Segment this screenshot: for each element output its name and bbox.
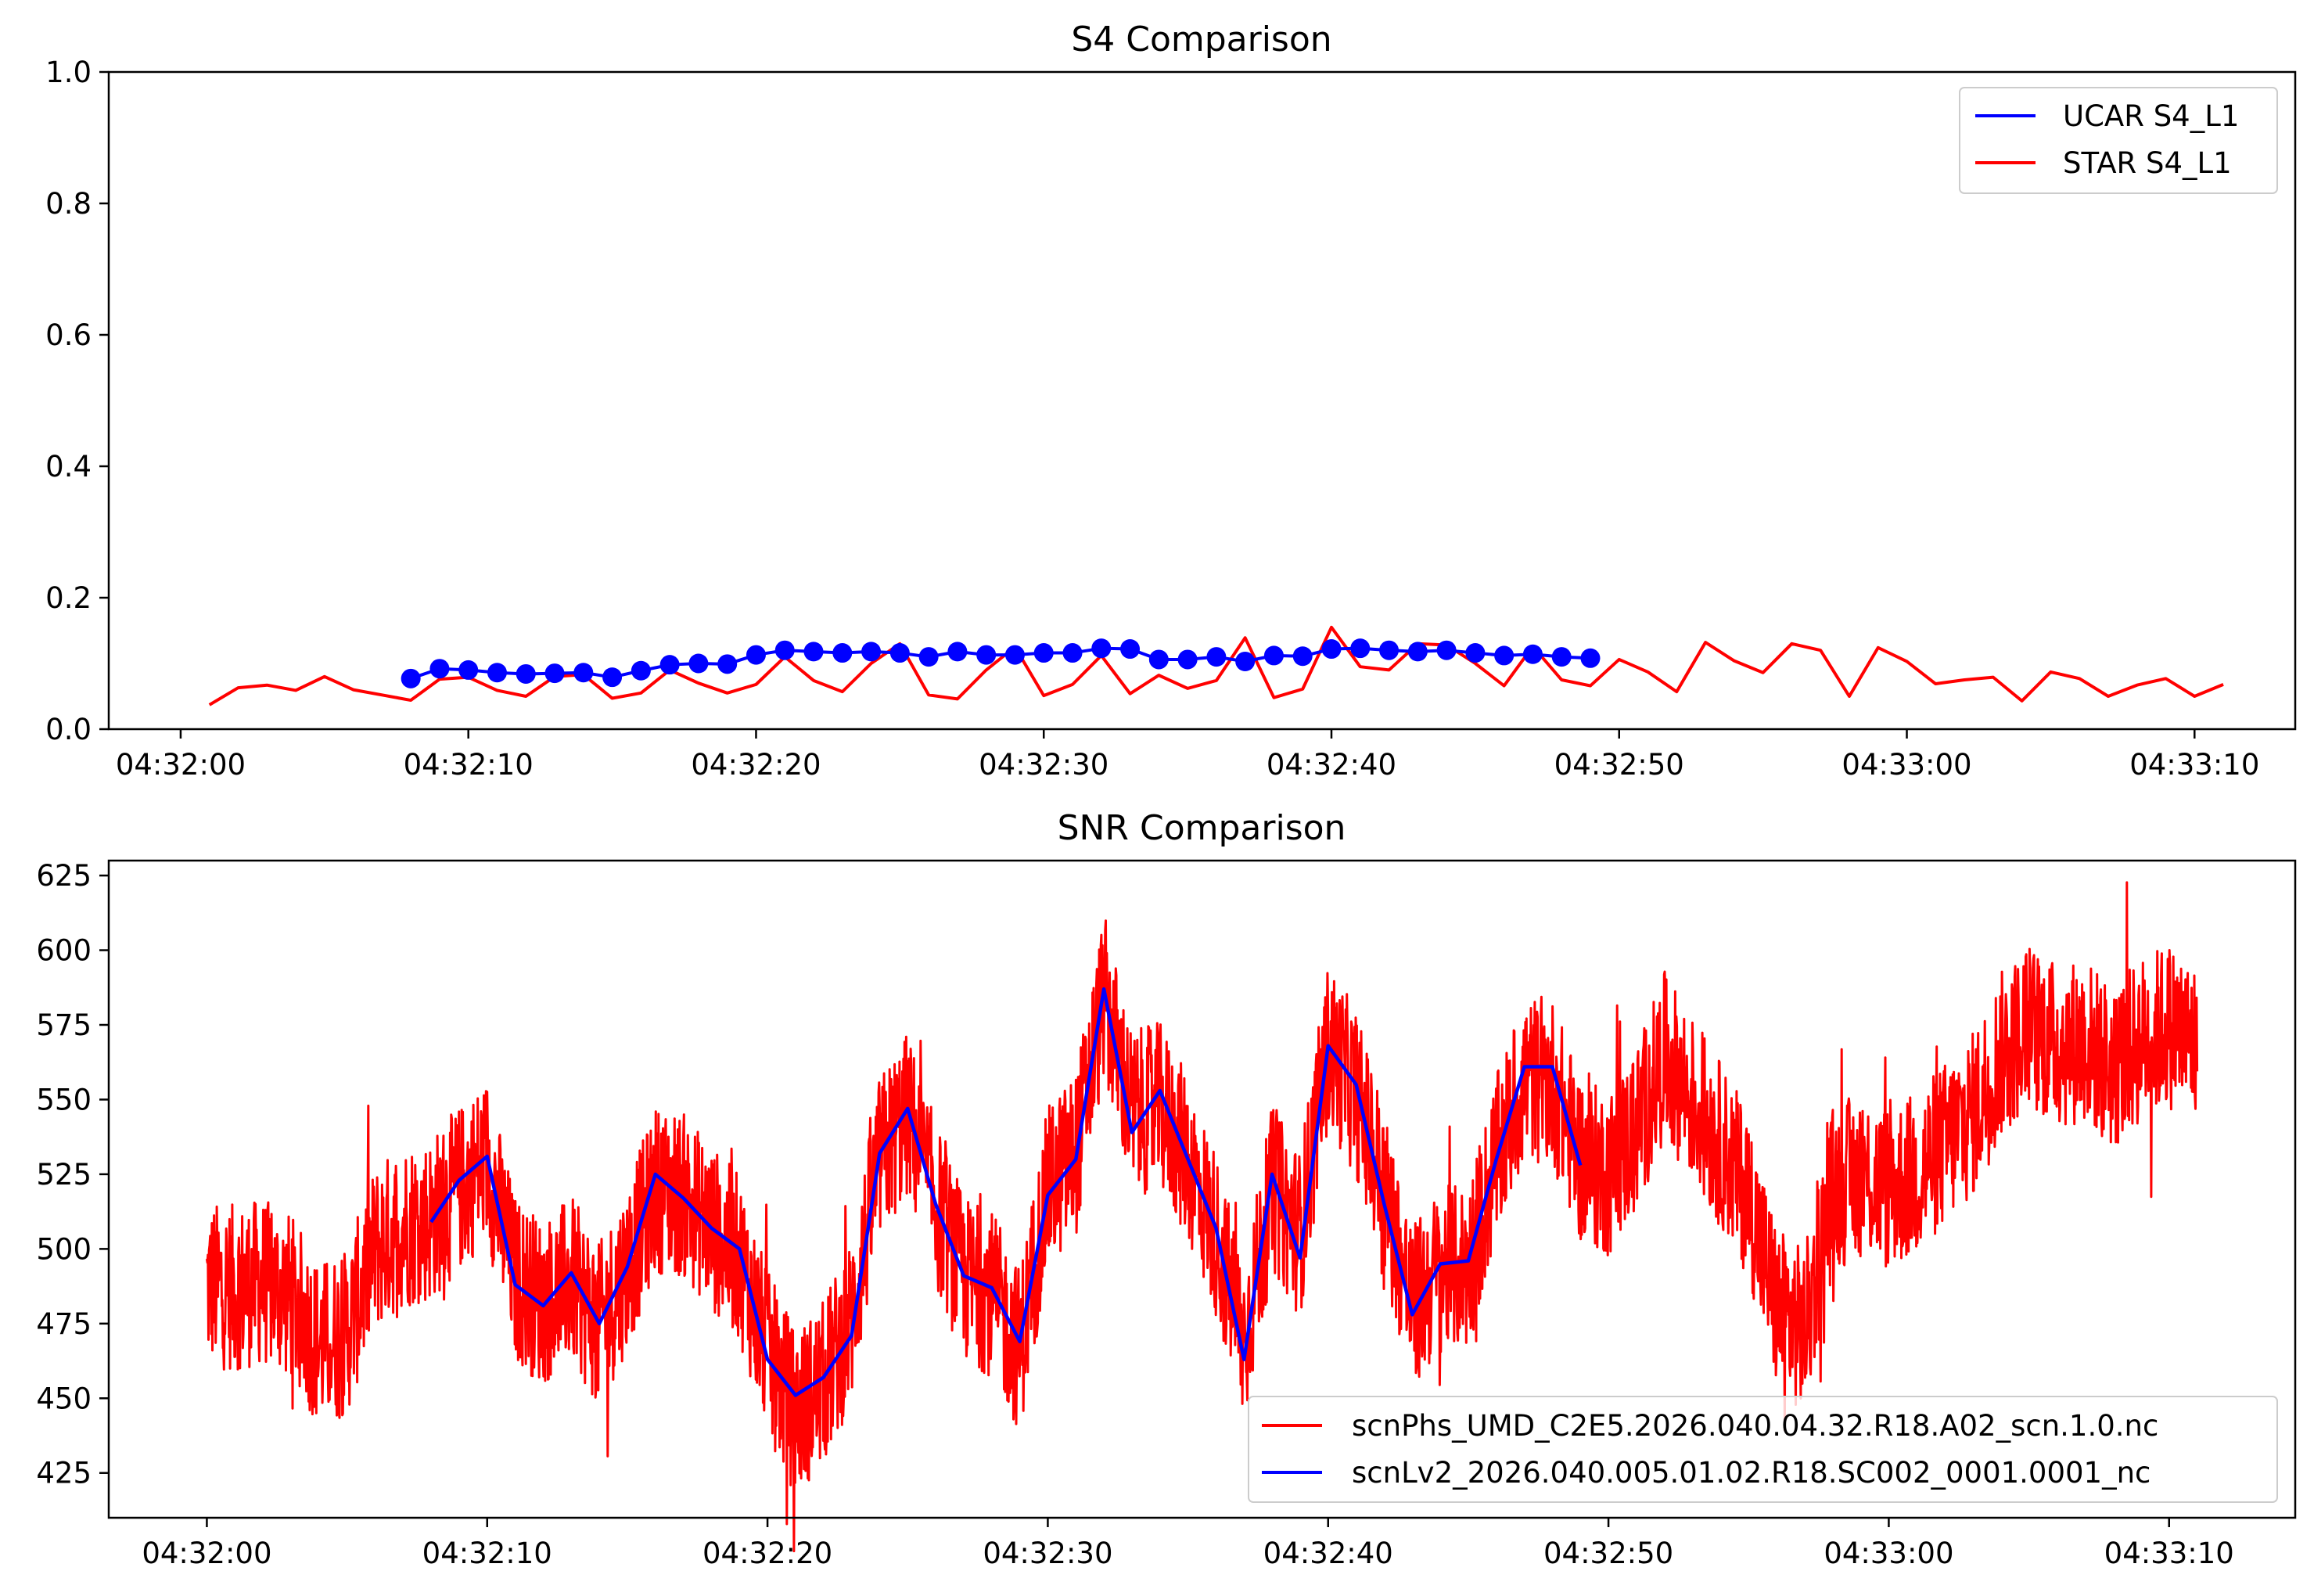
snr-series-group (205, 881, 2199, 1553)
s4-ucar-point (573, 663, 594, 683)
s4-ucar-point (1062, 643, 1083, 663)
s4-x-tick-label: 04:32:30 (979, 748, 1108, 782)
s4-ucar-point (1148, 649, 1169, 670)
snr-plot-frame (107, 859, 2297, 1519)
s4-ucar-point (774, 640, 795, 660)
s4-ucar-point (688, 653, 709, 674)
s4-ucar-point (1494, 645, 1515, 666)
s4-legend: UCAR S4_L1 STAR S4_L1 (1959, 87, 2278, 194)
s4-ucar-point (458, 660, 479, 680)
s4-y-tick-label: 0.2 (45, 581, 92, 615)
snr-x-tick-label: 04:33:00 (1824, 1537, 1953, 1570)
s4-y-tick-label: 0.8 (45, 187, 92, 221)
s4-x-tick-label: 04:32:20 (691, 748, 821, 782)
s4-ucar-point (1120, 639, 1141, 660)
s4-plot-area (109, 72, 2295, 729)
s4-legend-label-star: STAR S4_L1 (2063, 146, 2232, 180)
s4-ucar-point (889, 643, 910, 663)
s4-y-tick-label: 1.0 (45, 56, 92, 89)
s4-ucar-point (516, 663, 536, 684)
s4-ucar-point (1580, 648, 1601, 668)
s4-ucar-point (1321, 639, 1342, 660)
s4-ucar-point (1350, 638, 1371, 659)
s4-ucar-point (1177, 649, 1198, 670)
snr-legend-label-umd: scnPhs_UMD_C2E5.2026.040.04.32.R18.A02_s… (1352, 1409, 2158, 1443)
s4-x-tick-label: 04:32:10 (404, 748, 534, 782)
snr-x-tick-label: 04:32:20 (702, 1537, 832, 1570)
s4-ucar-point (1407, 642, 1428, 662)
s4-ucar-point (976, 645, 997, 665)
snr-series-line-umd (205, 881, 2199, 1553)
snr-y-tick-label: 425 (36, 1457, 92, 1490)
snr-y-tick-label: 575 (36, 1008, 92, 1042)
s4-comparison-panel: S4 Comparison 0.0 0.2 0.4 0.6 0.8 1.0 04:32:0… (45, 20, 2297, 782)
s4-x-tick-label: 04:33:00 (1841, 748, 1971, 782)
s4-ucar-point (1263, 645, 1284, 666)
s4-y-tick-label: 0.6 (45, 318, 92, 352)
s4-y-axis: 0.0 0.2 0.4 0.6 0.8 1.0 (45, 56, 109, 746)
s4-ucar-point (1206, 647, 1227, 667)
snr-x-tick-label: 04:32:10 (422, 1537, 552, 1570)
s4-ucar-point (861, 642, 882, 662)
s4-ucar-point (1091, 638, 1112, 659)
snr-chart-title: SNR Comparison (1058, 808, 1346, 848)
snr-x-tick-label: 04:32:40 (1263, 1537, 1393, 1570)
s4-chart-title: S4 Comparison (1071, 20, 1331, 59)
s4-ucar-point (1033, 643, 1054, 663)
snr-x-tick-label: 04:32:00 (142, 1537, 271, 1570)
snr-comparison-panel: SNR Comparison 425 450 475 500 525 550 575 600 6… (36, 808, 2297, 1570)
snr-x-tick-label: 04:32:30 (983, 1537, 1112, 1570)
s4-ucar-point (1522, 644, 1543, 664)
s4-ucar-point (1379, 640, 1400, 660)
s4-y-tick-label: 0.0 (45, 713, 92, 746)
snr-y-tick-label: 500 (36, 1232, 92, 1266)
s4-ucar-point (1551, 647, 1572, 667)
s4-ucar-point (1292, 646, 1313, 667)
s4-ucar-point (1465, 643, 1486, 663)
s4-x-tick-label: 04:32:50 (1554, 748, 1684, 782)
s4-ucar-point (918, 647, 939, 667)
s4-ucar-point (659, 655, 680, 675)
snr-y-tick-label: 450 (36, 1382, 92, 1415)
snr-x-tick-label: 04:33:10 (2104, 1537, 2234, 1570)
s4-ucar-point (717, 654, 738, 674)
s4-ucar-point (1004, 645, 1025, 665)
s4-y-tick-label: 0.4 (45, 450, 92, 483)
s4-ucar-point (746, 645, 766, 665)
s4-series-line-star (208, 625, 2224, 706)
snr-y-tick-label: 475 (36, 1307, 92, 1341)
s4-legend-box (1959, 87, 2278, 194)
s4-x-tick-label: 04:32:00 (116, 748, 246, 782)
snr-y-tick-label: 625 (36, 859, 92, 893)
snr-legend: scnPhs_UMD_C2E5.2026.040.04.32.R18.A02_s… (1248, 1396, 2278, 1503)
s4-x-tick-label: 04:33:10 (2129, 748, 2259, 782)
snr-legend-label-lv2: scnLv2_2026.040.005.01.02.R18.SC002_0001… (1352, 1456, 2151, 1490)
s4-ucar-point (487, 663, 507, 683)
s4-ucar-point (1235, 651, 1256, 671)
s4-ucar-point (602, 667, 623, 688)
snr-y-axis: 425 450 475 500 525 550 575 600 625 (36, 859, 109, 1490)
s4-ucar-point (1436, 640, 1457, 660)
s4-series-group (208, 625, 2224, 706)
s4-ucar-point (947, 642, 968, 662)
s4-ucar-point (832, 643, 853, 663)
s4-ucar-point (803, 642, 824, 662)
snr-x-axis: 04:32:00 04:32:10 04:32:20 04:32:30 04:32:40… (142, 1518, 2234, 1570)
s4-plot-frame (107, 70, 2297, 731)
snr-legend-box (1248, 1396, 2278, 1503)
snr-y-tick-label: 550 (36, 1083, 92, 1116)
snr-series-line-lv2 (429, 987, 1583, 1397)
s4-x-tick-label: 04:32:40 (1267, 748, 1396, 782)
s4-ucar-point (631, 660, 651, 681)
s4-ucar-point (401, 668, 421, 688)
snr-y-tick-label: 525 (36, 1158, 92, 1192)
s4-ucar-point (429, 659, 450, 679)
snr-y-tick-label: 600 (36, 934, 92, 968)
s4-ucar-point (544, 663, 565, 684)
snr-x-tick-label: 04:32:50 (1543, 1537, 1673, 1570)
s4-x-axis: 04:32:00 04:32:10 04:32:20 04:32:30 04:32:40… (116, 729, 2259, 782)
s4-legend-label-ucar: UCAR S4_L1 (2063, 99, 2239, 133)
